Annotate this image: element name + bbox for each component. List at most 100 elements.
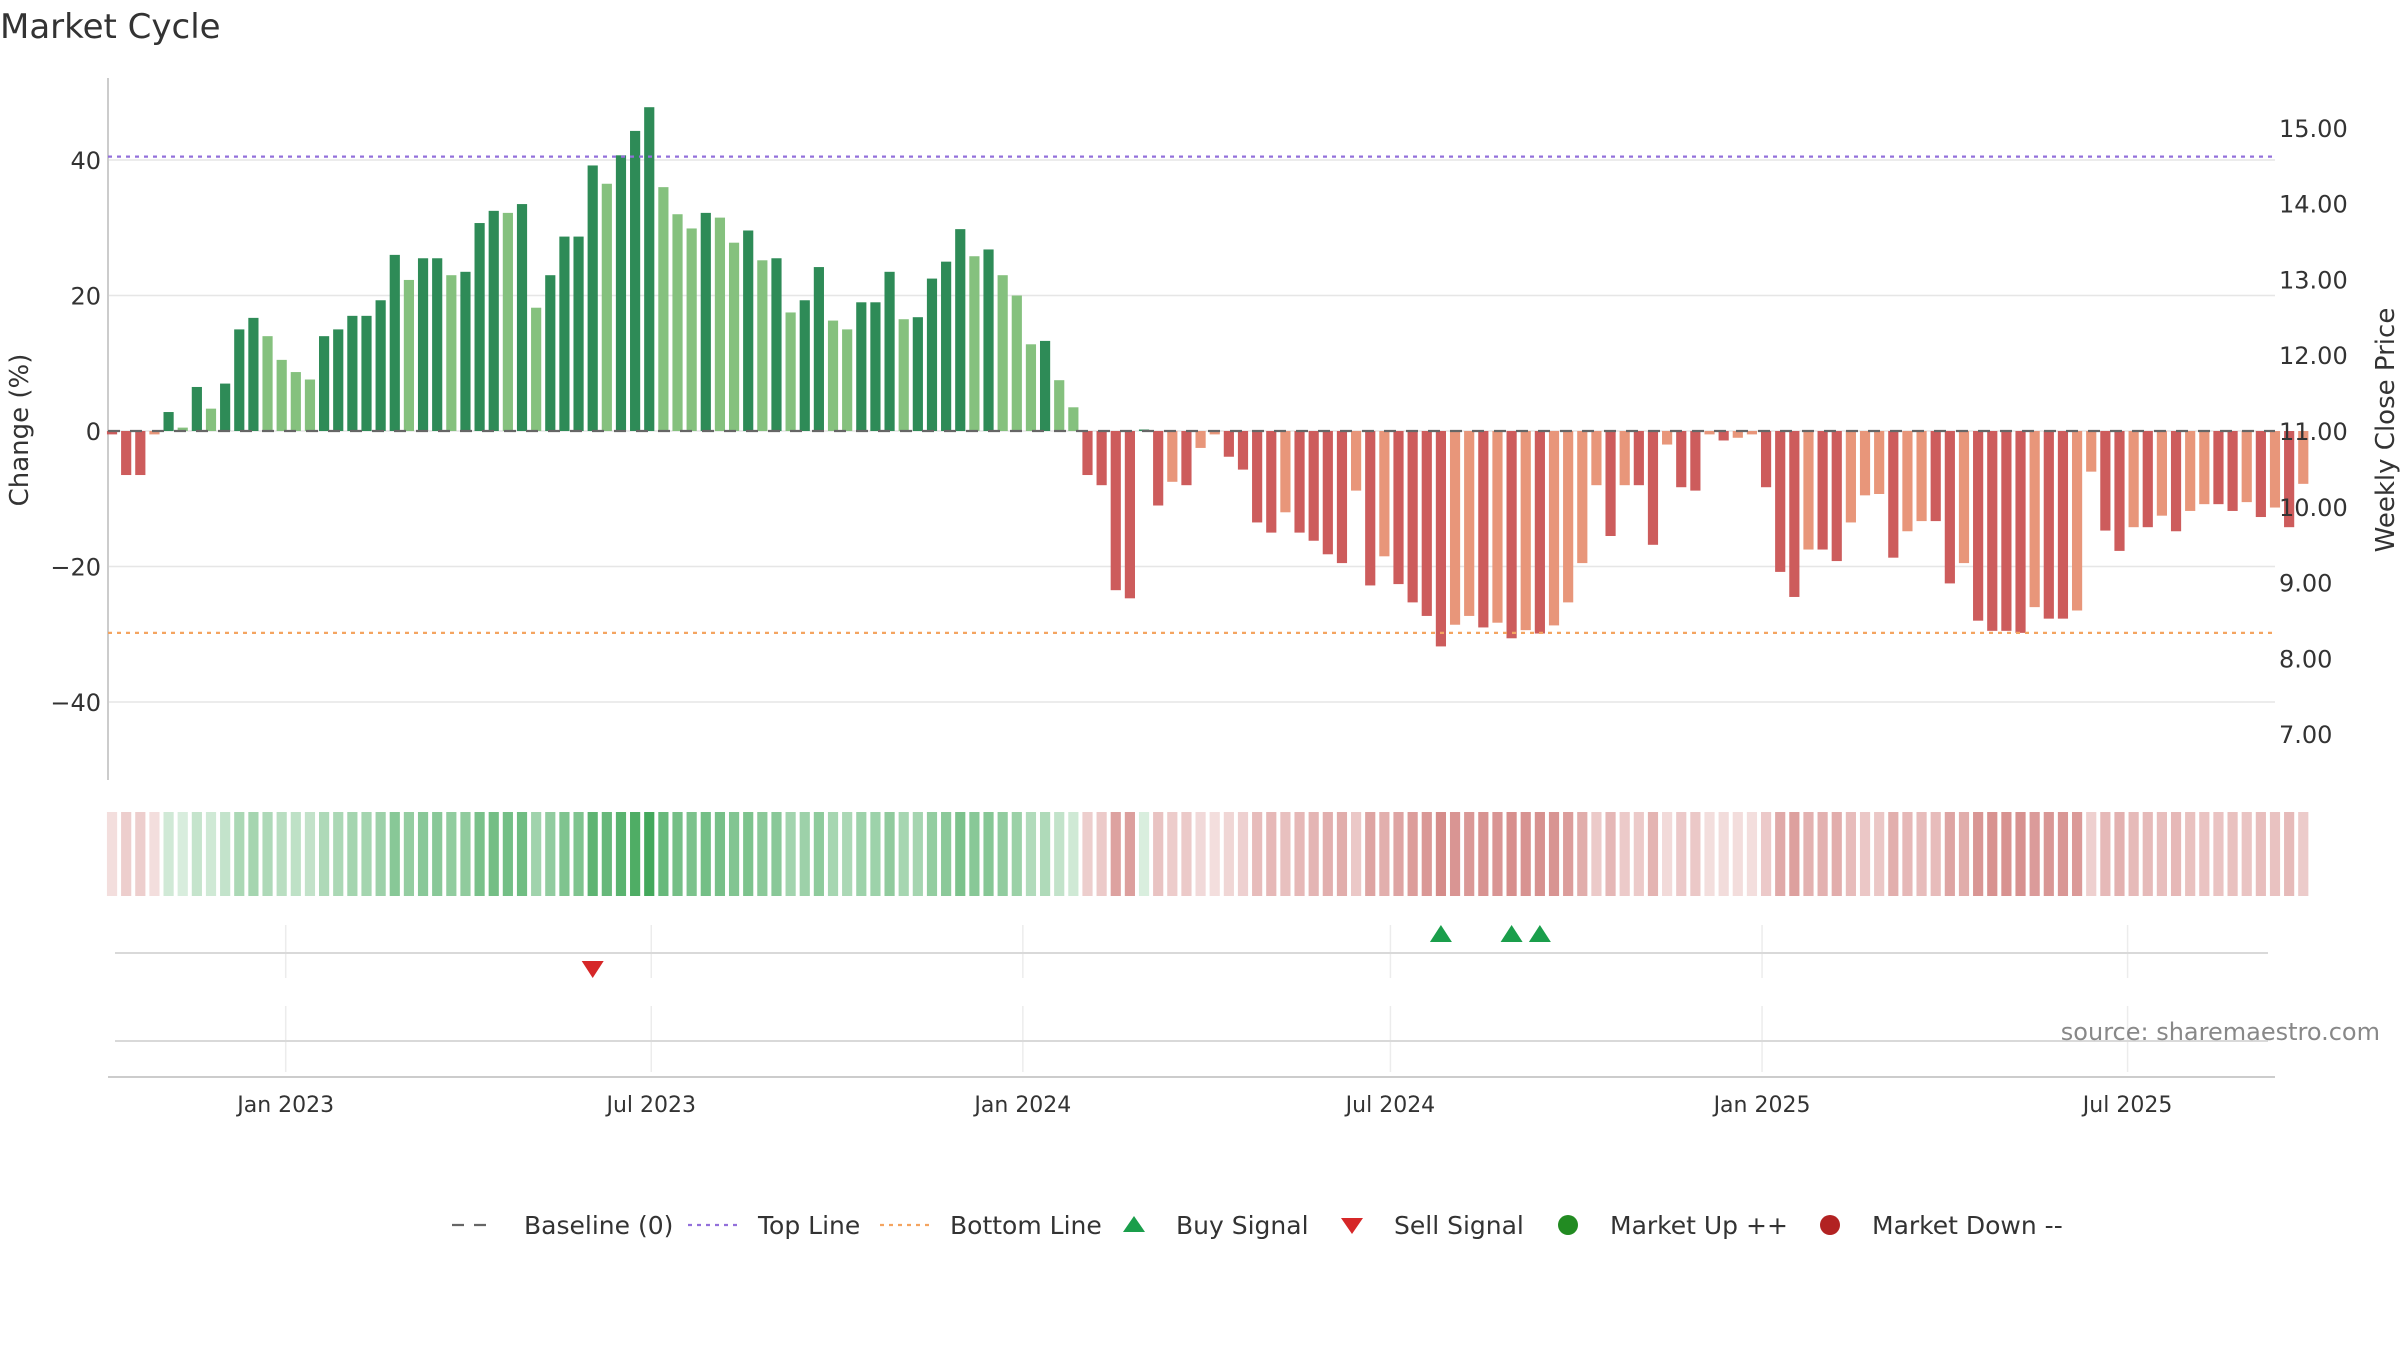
y2-tick-label: 8.00 (2279, 645, 2332, 673)
bar (2227, 431, 2238, 511)
heat-cell (1718, 812, 1729, 896)
bar (686, 228, 697, 431)
heat-cell (1237, 812, 1249, 896)
bar (1223, 431, 1234, 457)
heat-cell (460, 812, 471, 896)
heat-cell (2043, 812, 2054, 896)
heat-cell (1534, 812, 1545, 896)
heat-cell (262, 812, 273, 896)
heat-cell (2185, 812, 2196, 896)
buy-signal-marker (1528, 925, 1551, 942)
legend-dot-icon (1558, 1215, 1578, 1235)
heat-cell (615, 812, 627, 896)
sell-signal-marker (581, 961, 604, 978)
heat-cell (1322, 812, 1333, 896)
heat-cell (912, 812, 923, 896)
bar (2142, 431, 2153, 528)
bar (1252, 431, 1263, 523)
heat-cell (1138, 812, 1150, 896)
legend-item: Baseline (0) (452, 1211, 673, 1240)
heat-cell (785, 812, 796, 896)
y2-tick-label: 13.00 (2279, 266, 2348, 294)
heat-cell (545, 812, 556, 896)
bar (2071, 431, 2083, 611)
heat-cell (1068, 812, 1079, 896)
bar (446, 275, 457, 431)
heat-cell (827, 812, 839, 896)
bar (2170, 431, 2182, 532)
heat-cell (1280, 812, 1291, 896)
bar (1718, 431, 1729, 441)
bar (700, 212, 711, 431)
bar (177, 427, 188, 431)
bar (559, 236, 570, 431)
bar (2100, 431, 2111, 531)
bar (319, 336, 330, 431)
legend-dot-icon (1820, 1215, 1840, 1235)
heat-cell (234, 812, 245, 896)
bar (333, 329, 344, 431)
heat-cell (1308, 812, 1319, 896)
bar (2128, 431, 2139, 528)
heat-cell (2128, 812, 2139, 896)
heat-cell (884, 812, 895, 896)
bar (1520, 431, 1531, 631)
bar (926, 278, 938, 431)
bar (1930, 431, 1941, 522)
heat-cell (304, 812, 316, 896)
bar (2255, 431, 2266, 518)
bar (1874, 431, 1885, 494)
heat-cell (728, 812, 740, 896)
bar (757, 260, 768, 431)
heat-cell (2029, 812, 2040, 896)
bar (1647, 431, 1659, 545)
heat-cell (1506, 812, 1517, 896)
bar (502, 212, 513, 431)
x-tick-label: Jul 2023 (604, 1093, 696, 1118)
bar (1124, 431, 1135, 599)
heat-cell (1987, 812, 1998, 896)
bar (1662, 431, 1673, 445)
bar (2114, 431, 2125, 551)
bar (856, 302, 867, 431)
source-label: source: sharemaestro.com (2061, 1018, 2380, 1046)
heat-cell (403, 812, 415, 896)
bar (1379, 431, 1390, 557)
y-tick-label: 0 (86, 418, 101, 446)
y2-tick-label: 7.00 (2279, 721, 2332, 749)
heat-cell (2241, 812, 2252, 896)
heat-cell (502, 812, 513, 896)
bar (573, 236, 584, 431)
y2-tick-label: 10.00 (2279, 494, 2348, 522)
heat-cell (319, 812, 330, 896)
bar (516, 204, 528, 431)
legend-label: Buy Signal (1176, 1211, 1309, 1240)
heat-cell (1619, 812, 1630, 896)
heat-cell (2269, 812, 2281, 896)
heat-cell (290, 812, 301, 896)
legend-item: Bottom Line (880, 1211, 1102, 1240)
bar (630, 130, 641, 431)
heat-cell (955, 812, 966, 896)
bar (941, 261, 952, 431)
y2-tick-label: 11.00 (2279, 418, 2348, 446)
bar (1336, 431, 1348, 564)
bar (234, 329, 245, 431)
legend-label: Baseline (0) (524, 1211, 673, 1240)
bar (771, 258, 782, 431)
bar (1534, 431, 1545, 634)
heat-cell (2057, 812, 2069, 896)
bar (276, 359, 287, 431)
heat-cell (106, 812, 118, 896)
heat-cell (630, 812, 641, 896)
bar (304, 379, 316, 431)
heat-cell (700, 812, 711, 896)
heat-cell (516, 812, 528, 896)
heat-cell (1464, 812, 1475, 896)
bar (955, 229, 966, 431)
heat-cell (1845, 812, 1856, 896)
heat-cell (672, 812, 683, 896)
heat-cell (2156, 812, 2167, 896)
heat-cell (121, 812, 132, 896)
y-tick-label: −40 (50, 689, 101, 717)
